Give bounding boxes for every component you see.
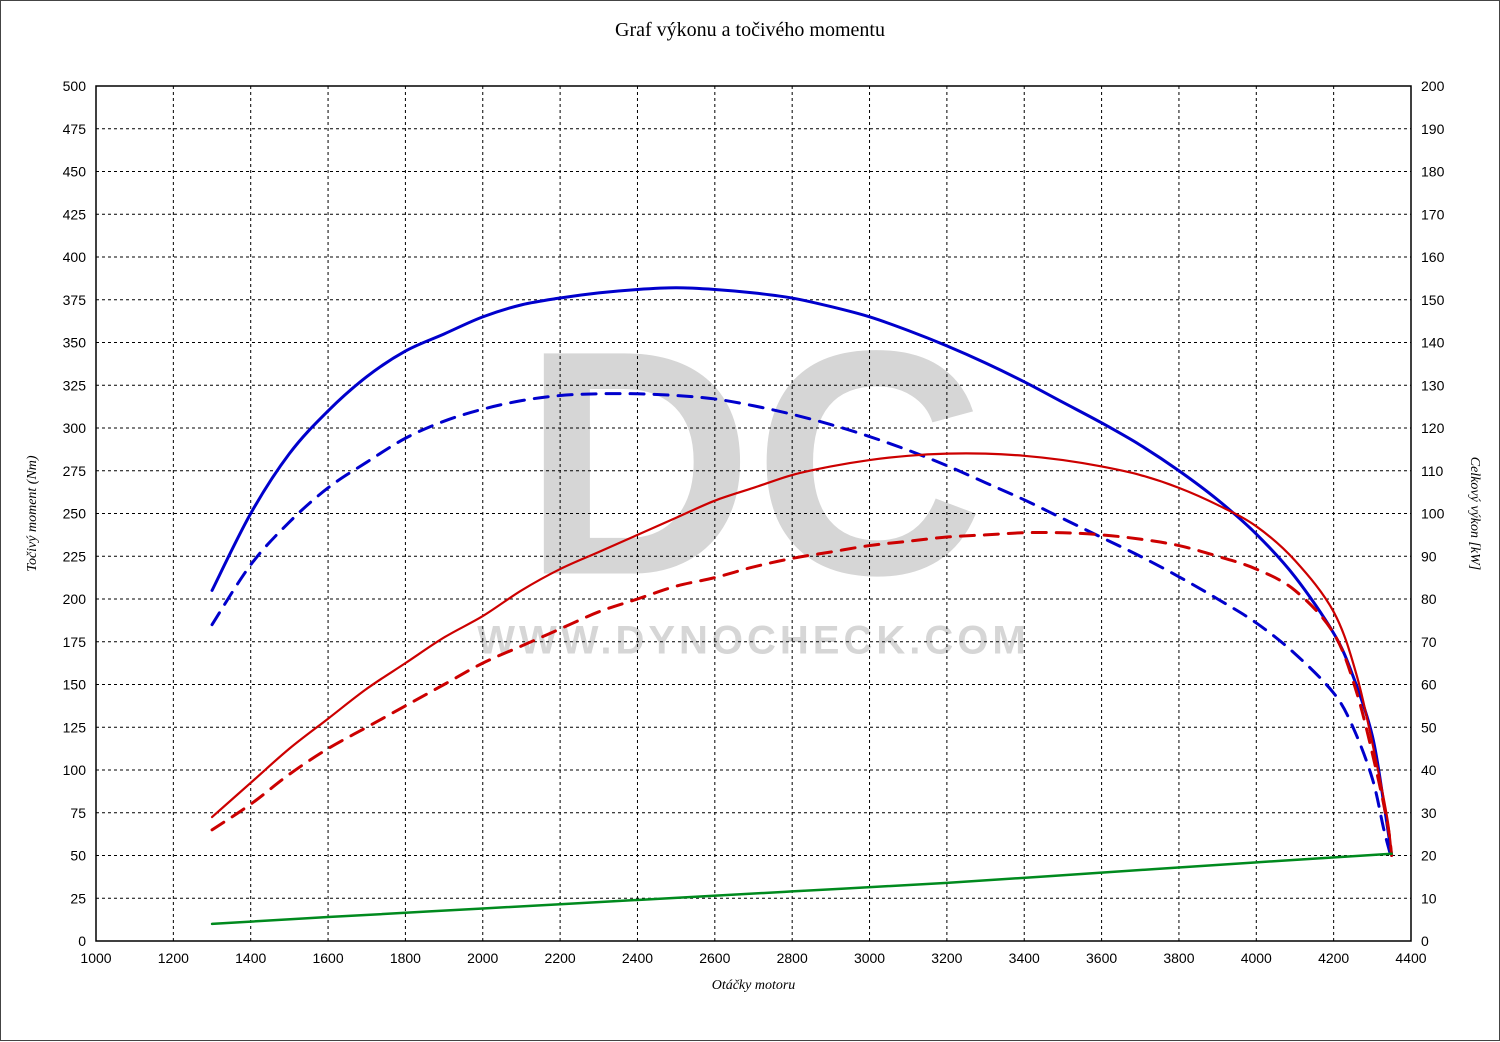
y-left-tick-label: 200 — [63, 591, 87, 607]
x-tick-label: 2400 — [622, 950, 653, 966]
x-tick-label: 4000 — [1241, 950, 1272, 966]
y-left-tick-label: 475 — [63, 121, 87, 137]
y-left-tick-label: 275 — [63, 463, 87, 479]
watermark-main: DC — [522, 284, 984, 642]
y-right-tick-label: 60 — [1421, 677, 1437, 693]
x-tick-label: 3200 — [931, 950, 962, 966]
y-left-tick-label: 450 — [63, 164, 87, 180]
x-tick-label: 3600 — [1086, 950, 1117, 966]
y-left-tick-label: 175 — [63, 634, 87, 650]
y-left-axis-label: Točivý moment (Nm) — [25, 455, 40, 571]
y-right-tick-label: 10 — [1421, 890, 1437, 906]
y-right-tick-label: 0 — [1421, 933, 1429, 949]
x-tick-label: 2200 — [545, 950, 576, 966]
y-right-axis-label: Celkový výkon [kW] — [1467, 457, 1482, 571]
y-left-tick-label: 400 — [63, 249, 87, 265]
x-tick-label: 2600 — [699, 950, 730, 966]
chart-title: Graf výkonu a točivého momentu — [1, 19, 1499, 42]
y-right-tick-label: 140 — [1421, 335, 1445, 351]
y-left-tick-label: 350 — [63, 335, 87, 351]
chart-canvas: DCWWW.DYNOCHECK.COM100012001400160018002… — [1, 1, 1500, 1042]
y-left-tick-label: 300 — [63, 420, 87, 436]
y-left-tick-label: 325 — [63, 377, 87, 393]
y-right-tick-label: 110 — [1421, 463, 1444, 479]
x-tick-label: 1000 — [80, 950, 111, 966]
y-right-tick-label: 130 — [1421, 377, 1445, 393]
chart-frame: Graf výkonu a točivého momentu DCWWW.DYN… — [0, 0, 1500, 1041]
y-left-tick-label: 250 — [63, 506, 87, 522]
y-right-tick-label: 190 — [1421, 121, 1445, 137]
y-right-tick-label: 100 — [1421, 506, 1445, 522]
y-right-tick-label: 90 — [1421, 548, 1437, 564]
x-tick-label: 1200 — [158, 950, 189, 966]
y-left-tick-label: 50 — [70, 848, 86, 864]
x-tick-label: 4200 — [1318, 950, 1349, 966]
y-left-tick-label: 225 — [63, 548, 87, 564]
y-right-tick-label: 50 — [1421, 719, 1437, 735]
y-left-tick-label: 125 — [63, 719, 87, 735]
x-tick-label: 1400 — [235, 950, 266, 966]
y-left-tick-label: 100 — [63, 762, 87, 778]
x-tick-label: 3400 — [1009, 950, 1040, 966]
y-right-tick-label: 150 — [1421, 292, 1445, 308]
x-tick-label: 3800 — [1163, 950, 1194, 966]
y-left-tick-label: 75 — [70, 805, 86, 821]
y-right-tick-label: 80 — [1421, 591, 1437, 607]
y-right-tick-label: 20 — [1421, 848, 1437, 864]
y-left-tick-label: 0 — [78, 933, 86, 949]
y-right-tick-label: 180 — [1421, 164, 1445, 180]
x-tick-label: 2800 — [777, 950, 808, 966]
y-right-tick-label: 30 — [1421, 805, 1437, 821]
x-tick-label: 2000 — [467, 950, 498, 966]
y-right-tick-label: 120 — [1421, 420, 1445, 436]
y-left-tick-label: 500 — [63, 78, 87, 94]
x-tick-label: 1600 — [312, 950, 343, 966]
y-right-tick-label: 160 — [1421, 249, 1445, 265]
x-tick-label: 4400 — [1395, 950, 1426, 966]
x-tick-label: 3000 — [854, 950, 885, 966]
x-axis-label: Otáčky motoru — [712, 978, 796, 993]
y-right-tick-label: 40 — [1421, 762, 1437, 778]
y-left-tick-label: 25 — [70, 890, 86, 906]
series-loss_green — [212, 854, 1392, 924]
y-left-tick-label: 425 — [63, 206, 87, 222]
y-left-tick-label: 375 — [63, 292, 87, 308]
y-right-tick-label: 170 — [1421, 206, 1445, 222]
y-right-tick-label: 70 — [1421, 634, 1437, 650]
y-left-tick-label: 150 — [63, 677, 87, 693]
x-tick-label: 1800 — [390, 950, 421, 966]
y-right-tick-label: 200 — [1421, 78, 1445, 94]
